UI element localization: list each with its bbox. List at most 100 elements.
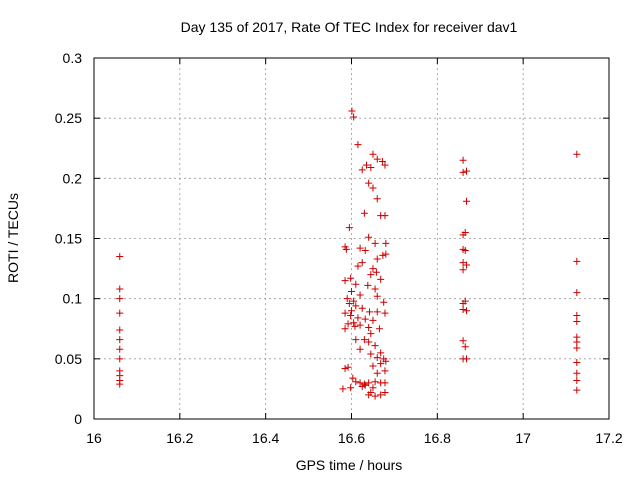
data-point — [381, 379, 389, 387]
data-point — [463, 307, 471, 315]
data-point — [373, 308, 381, 316]
data-point — [356, 291, 364, 299]
data-point — [379, 251, 387, 259]
data-point — [360, 336, 368, 344]
data-point — [382, 239, 390, 247]
data-point — [573, 386, 581, 394]
y-tick-label: 0.15 — [55, 231, 82, 247]
data-point — [358, 383, 366, 391]
data-point — [380, 298, 388, 306]
data-point — [573, 257, 581, 265]
data-point — [369, 184, 377, 192]
data-point — [573, 289, 581, 297]
data-point — [381, 212, 389, 220]
data-point — [116, 326, 124, 334]
data-point — [352, 336, 360, 344]
data-point — [459, 156, 467, 164]
data-point — [369, 384, 377, 392]
data-point — [371, 392, 379, 400]
data-point — [461, 343, 469, 351]
chart-title: Day 135 of 2017, Rate Of TEC Index for r… — [181, 19, 518, 35]
data-point — [369, 150, 377, 158]
data-point — [573, 338, 581, 346]
data-point — [573, 376, 581, 384]
data-point — [459, 299, 467, 307]
data-point — [347, 312, 355, 320]
data-point — [381, 367, 389, 375]
data-point — [116, 336, 124, 344]
data-point — [342, 245, 350, 253]
data-point — [350, 319, 358, 327]
data-point — [341, 325, 349, 333]
data-point — [361, 315, 369, 323]
data-point — [371, 285, 379, 293]
data-point — [348, 107, 356, 115]
data-point — [369, 265, 377, 273]
data-point — [382, 250, 390, 258]
data-point — [573, 344, 581, 352]
data-point — [341, 364, 349, 372]
data-point — [381, 161, 389, 169]
data-point — [459, 168, 467, 176]
data-point — [341, 277, 349, 285]
data-point — [348, 307, 355, 315]
data-point — [373, 155, 381, 163]
data-point — [463, 167, 471, 175]
data-point — [459, 305, 467, 313]
x-tick-label: 16.8 — [424, 430, 451, 446]
data-point — [459, 231, 467, 239]
y-tick-label: 0.05 — [55, 351, 82, 367]
data-point — [339, 385, 347, 393]
data-point — [116, 345, 124, 353]
data-points — [116, 107, 581, 400]
data-point — [365, 324, 373, 332]
data-point — [381, 389, 389, 397]
data-point — [463, 197, 471, 205]
data-point — [352, 280, 360, 288]
x-tick-label: 17.2 — [595, 430, 622, 446]
data-point — [363, 161, 371, 169]
data-point — [349, 374, 357, 382]
data-point — [344, 320, 352, 328]
data-point — [367, 330, 375, 338]
data-point — [371, 378, 379, 386]
data-point — [367, 271, 375, 279]
data-point — [356, 345, 364, 353]
data-point — [461, 247, 469, 255]
data-point — [372, 268, 380, 276]
data-point — [369, 362, 377, 370]
data-point — [373, 369, 381, 377]
data-point — [345, 299, 353, 307]
data-point — [358, 259, 366, 267]
data-point — [459, 266, 467, 274]
data-point — [351, 322, 359, 330]
data-point — [116, 253, 124, 261]
data-point — [365, 179, 373, 187]
data-point — [573, 369, 581, 377]
data-point — [573, 312, 581, 320]
data-point — [367, 350, 375, 358]
x-tick-label: 16.6 — [338, 430, 365, 446]
data-point — [373, 255, 381, 263]
data-point — [373, 354, 381, 362]
data-point — [375, 325, 383, 333]
data-point — [344, 363, 352, 371]
data-point — [463, 261, 471, 269]
data-point — [377, 391, 385, 399]
data-point — [354, 314, 362, 322]
data-point — [377, 275, 385, 283]
x-axis-label: GPS time / hours — [296, 457, 403, 473]
data-point — [356, 244, 364, 252]
x-tick-label: 16 — [86, 430, 102, 446]
data-point — [371, 239, 379, 247]
data-point — [347, 274, 355, 282]
data-point — [116, 380, 124, 388]
data-point — [381, 309, 389, 317]
data-point — [116, 295, 124, 303]
x-tick-label: 16.2 — [166, 430, 193, 446]
data-point — [365, 233, 373, 241]
data-point — [373, 195, 381, 203]
data-point — [358, 304, 366, 312]
data-point — [116, 309, 124, 317]
